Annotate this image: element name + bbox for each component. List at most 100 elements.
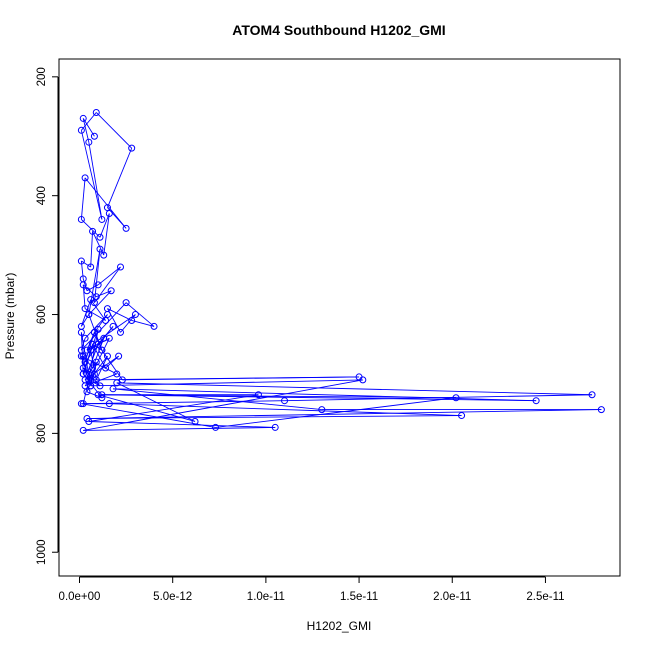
chart-title: ATOM4 Southbound H1202_GMI [232,22,445,38]
data-point [122,299,130,307]
series-line-segment [88,379,101,387]
x-tick-label: 1.5e-11 [340,591,378,603]
data-point [83,287,91,295]
data-point [89,340,97,348]
series-line-segment [82,284,86,309]
series-line-segment [94,266,121,303]
data-point [105,210,113,218]
series-line-segment [81,355,117,375]
data-point [77,126,85,134]
data-point [359,376,367,384]
series-line-segment [116,382,593,396]
data-point [105,400,113,408]
series-line-segment [84,177,127,229]
series-line-segment [88,290,112,315]
x-tick-label: 2.0e-11 [433,591,471,603]
data-point [77,400,85,408]
data-point [87,382,95,390]
data-point [117,328,125,336]
series-line-segment [82,118,95,137]
data-point [107,287,115,295]
y-tick-label: 800 [36,424,48,443]
data-point [281,397,289,405]
data-point [90,328,98,336]
x-tick-label: 2.5e-11 [526,591,564,603]
data-point [77,215,85,223]
y-tick-label: 400 [36,186,48,205]
y-axis-label: Pressure (mbar) [3,273,17,360]
data-point [100,251,108,259]
series-line-segment [80,338,86,351]
data-point [109,385,117,393]
data-point [98,391,106,399]
data-point [79,426,87,434]
series-line-segment [95,112,133,149]
x-axis-label: H1202_GMI [307,619,372,633]
series-line-segment [109,403,462,417]
x-axis: 0.0e+00 5.0e-12 1.0e-11 1.5e-11 2.0e-11 2.5e-… [59,576,565,603]
data-point [128,316,136,324]
series-line-segment [97,266,121,286]
data-point [588,391,596,399]
data-point [122,224,130,232]
data-point [150,322,158,330]
data-point [81,305,89,313]
series-points [77,108,605,434]
data-point [94,391,102,399]
series-line-segment [125,302,155,327]
data-point [117,263,125,271]
data-point [92,108,100,116]
series-line-segment [81,302,127,351]
data-point [318,406,326,414]
data-point [113,370,121,378]
data-point [271,423,279,431]
y-tick-label: 600 [36,305,48,324]
series-line-segment [80,130,103,220]
series-line-segment [88,394,259,422]
data-point [118,376,126,384]
series-line-segment [82,278,88,291]
series-line-segment [80,177,86,220]
data-point [87,296,95,304]
series-line-segment [83,400,285,405]
data-point [98,215,106,223]
series-line-segment [90,231,93,268]
y-tick-label: 1000 [36,539,48,565]
data-point [79,400,87,408]
data-point [452,394,460,402]
y-tick-label: 200 [36,67,48,86]
data-point [79,281,87,289]
series-line-segment [113,388,537,402]
data-point [92,293,100,301]
series-line-segment [90,379,363,387]
data-point [79,114,87,122]
data-point [458,412,466,420]
data-point [96,233,104,241]
data-point [90,132,98,140]
data-point [83,388,91,396]
data-point [81,174,89,182]
data-point [87,263,95,271]
series-line-segment [81,112,97,131]
series-line-segment [88,338,110,381]
series-line-segment [101,394,456,399]
series-line-segment [90,299,106,321]
data-point [77,328,85,336]
data-point [109,322,117,330]
series-line-segment [80,314,90,327]
series-line-segment [113,388,322,411]
series-line-segment [82,118,90,143]
data-point [115,352,123,360]
data-point [191,417,199,425]
data-point [103,305,111,313]
data-point [113,379,121,387]
series-line-segment [107,308,132,321]
data-point [128,144,136,152]
x-tick-label: 5.0e-12 [153,591,192,603]
data-point [98,346,106,354]
data-point [79,370,87,378]
series-line-segment [88,142,103,220]
series-line-segment [88,249,101,315]
